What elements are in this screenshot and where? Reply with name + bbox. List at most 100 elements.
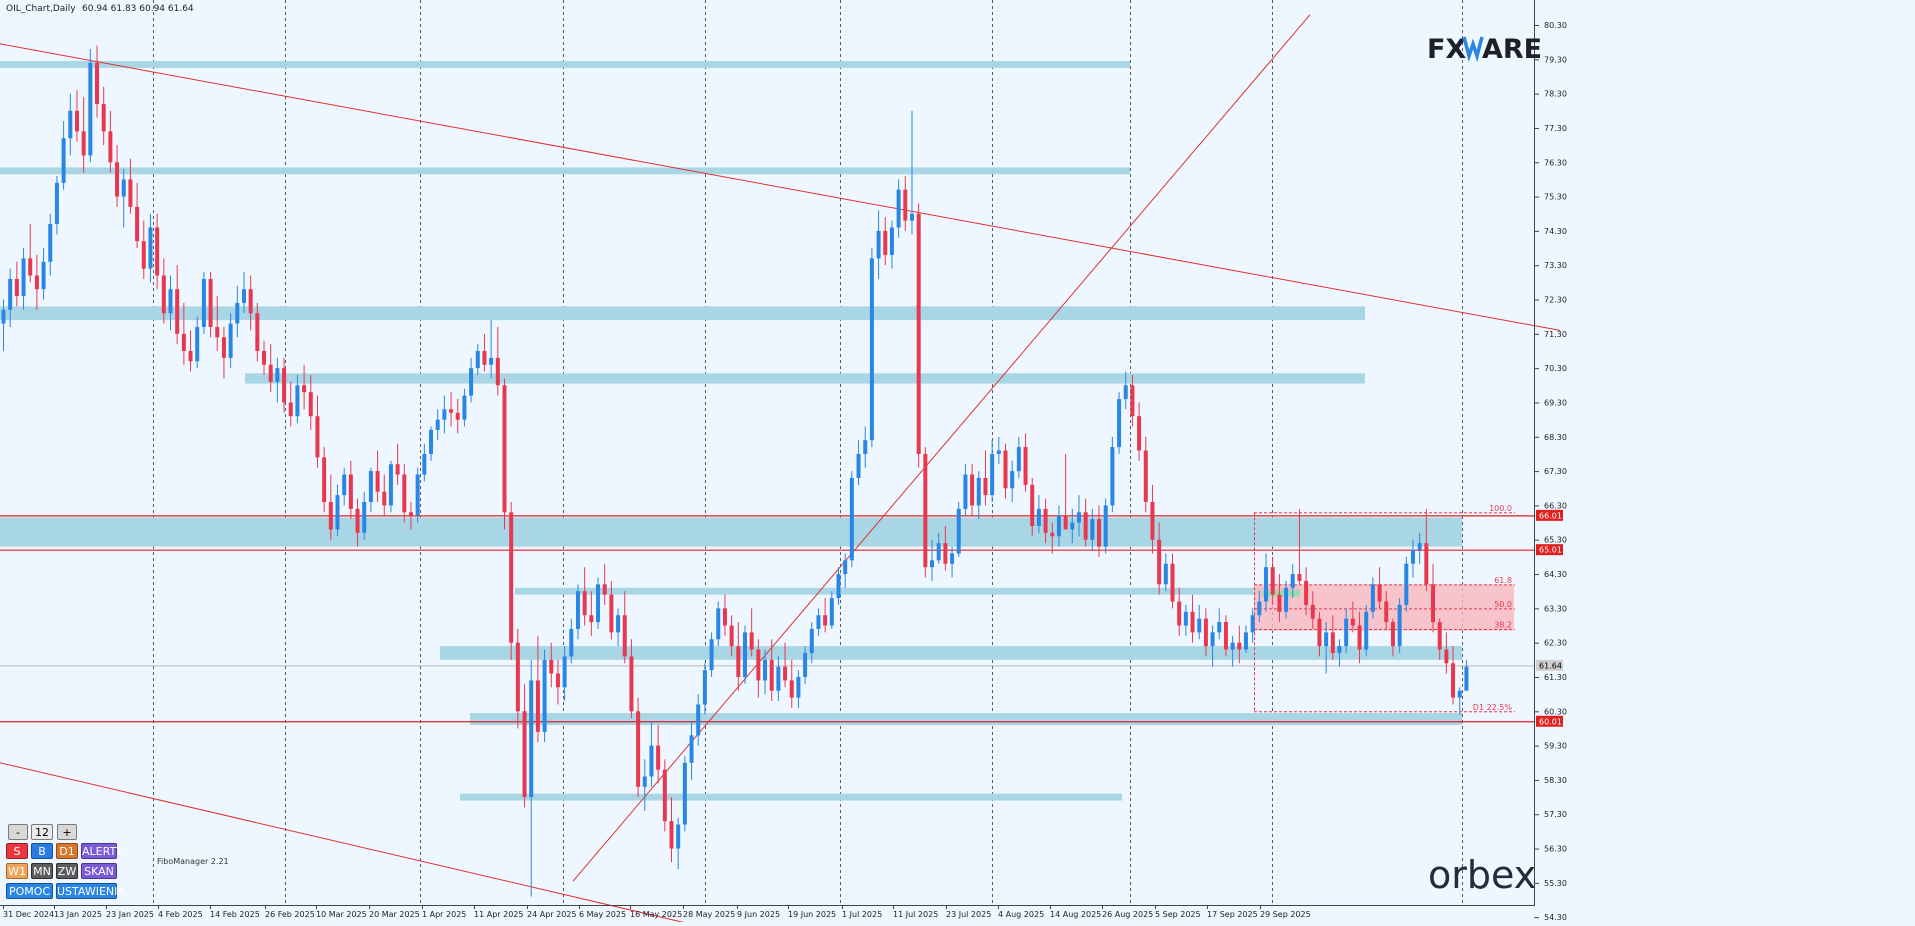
candle-body: [322, 457, 327, 502]
candle: [1377, 567, 1382, 609]
candle: [302, 364, 307, 410]
candle-body: [983, 477, 988, 496]
d1-button[interactable]: D1: [56, 843, 78, 859]
sr-zone: [0, 167, 1130, 175]
candle: [41, 248, 46, 300]
candle: [555, 659, 560, 705]
candle-body: [1344, 618, 1349, 647]
date-label: 11 Jul 2025: [893, 910, 938, 919]
candle: [1270, 556, 1275, 605]
w1-button[interactable]: W1: [6, 863, 28, 879]
period-minus-button[interactable]: -: [8, 824, 28, 840]
candle: [262, 340, 267, 376]
candle: [749, 608, 754, 657]
candle: [88, 49, 93, 163]
candle-body: [469, 368, 474, 396]
candle: [141, 220, 146, 279]
candle-body: [1304, 580, 1309, 605]
candle: [74, 90, 79, 142]
candle: [1210, 625, 1215, 667]
mn-button[interactable]: MN: [31, 863, 53, 879]
candle-body: [669, 821, 674, 849]
candle: [1003, 443, 1008, 499]
price-tick-label: 77.30: [1544, 124, 1567, 133]
price-tag: 61.64: [1536, 659, 1563, 671]
period-plus-button[interactable]: +: [57, 824, 77, 840]
price-tick-label: 78.30: [1544, 90, 1567, 99]
candle: [983, 450, 988, 506]
price-tag-box: [1536, 509, 1563, 521]
candle-body: [88, 62, 93, 156]
candle: [1243, 625, 1248, 653]
candle-body: [1030, 484, 1035, 526]
candle: [295, 375, 300, 424]
candle: [362, 491, 367, 540]
zw-button[interactable]: ZW: [56, 863, 78, 879]
candle: [1183, 604, 1188, 636]
scan-button[interactable]: SKAN: [81, 863, 117, 879]
candle-body: [1, 309, 6, 324]
candle: [582, 567, 587, 626]
candle-body: [1384, 601, 1389, 623]
candle-body: [54, 182, 59, 225]
price-tag-text: 61.64: [1539, 661, 1562, 670]
candle-body: [34, 275, 39, 290]
date-label: 26 Feb 2025: [265, 910, 315, 919]
help-button[interactable]: POMOC: [6, 883, 53, 899]
candle-body: [1137, 416, 1142, 451]
candle-body: [649, 745, 654, 777]
candle: [1457, 687, 1462, 715]
candle-body: [295, 385, 300, 417]
candle-body: [429, 429, 434, 454]
candle: [542, 649, 547, 743]
candle-body: [1063, 515, 1068, 530]
candle: [1050, 522, 1055, 554]
candle: [1063, 453, 1068, 530]
alerts-button[interactable]: ALERTY: [81, 843, 123, 859]
buy-button[interactable]: B: [31, 843, 53, 859]
candle: [429, 426, 434, 461]
candle: [823, 598, 828, 633]
candle-body: [188, 350, 193, 362]
price-tick-label: 67.30: [1544, 467, 1567, 476]
candle: [1163, 553, 1168, 592]
candle: [789, 659, 794, 708]
chart-title: OIL_Chart,Daily: [6, 4, 76, 14]
candle: [656, 725, 661, 784]
candle: [1030, 477, 1035, 537]
candle: [368, 467, 373, 513]
candle: [275, 357, 280, 403]
candle-body: [328, 501, 333, 530]
candle: [1197, 604, 1202, 640]
candle-body: [475, 350, 480, 369]
date-label: 10 Mar 2025: [316, 910, 367, 919]
candle: [776, 656, 781, 702]
candle: [1230, 635, 1235, 667]
candle: [809, 622, 814, 664]
candle-body: [115, 162, 120, 197]
candle-body: [662, 769, 667, 822]
candle: [736, 622, 741, 691]
date-label: 4 Aug 2025: [998, 910, 1044, 919]
candle-body: [1437, 622, 1442, 650]
fxware-logo: FX ARE: [1427, 34, 1542, 65]
candle: [442, 395, 447, 434]
candle: [121, 169, 126, 228]
sr-zone: [515, 587, 1300, 595]
settings-button[interactable]: USTAWIENIA: [56, 883, 125, 899]
candle-body: [408, 512, 413, 516]
price-tick-label: 63.30: [1544, 604, 1567, 613]
candle: [175, 265, 180, 345]
candle: [916, 203, 921, 468]
candle: [282, 357, 287, 413]
candle-body: [629, 656, 634, 712]
candle: [408, 501, 413, 530]
candle: [1056, 505, 1061, 547]
candle: [1404, 556, 1409, 612]
candle-body: [863, 440, 868, 454]
candle-body: [95, 62, 100, 104]
candle: [783, 642, 788, 688]
sell-button[interactable]: S: [6, 843, 28, 859]
candle-body: [729, 625, 734, 647]
candle: [716, 601, 721, 647]
